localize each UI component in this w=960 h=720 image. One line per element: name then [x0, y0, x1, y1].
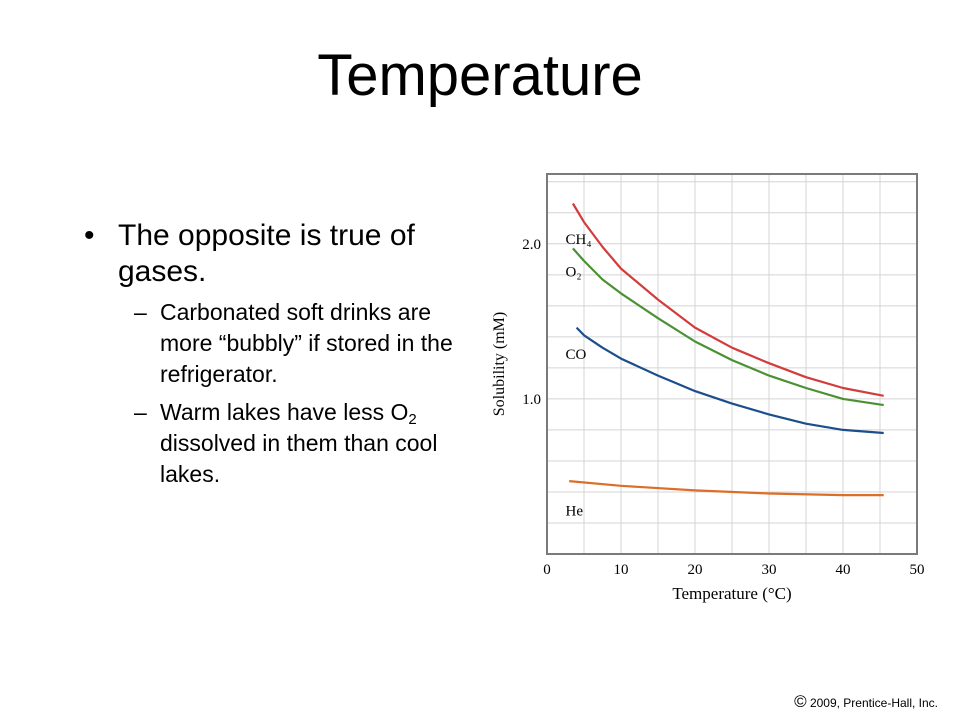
sub-bullet-2-text-before: Warm lakes have less O: [160, 399, 409, 425]
sub-bullet-2-text-after: dissolved in them than cool lakes.: [160, 430, 438, 487]
series-label: He: [566, 504, 584, 520]
plot-frame: [546, 173, 918, 555]
bullet-dot-icon: •: [84, 219, 95, 252]
bullet-list: • The opposite is true of gases. – Carbo…: [84, 218, 464, 490]
y-tick-label: 2.0: [522, 237, 541, 253]
sub-bullet-2-text: Warm lakes have less O2 dissolved in the…: [160, 399, 437, 487]
series-line: [575, 326, 884, 435]
bullet-text: The opposite is true of gases.: [118, 219, 415, 288]
chart-grid: [547, 174, 917, 554]
series-line: [571, 202, 884, 397]
tick-labels: 0 10 20 30 40 50 1.0 2.0: [522, 237, 924, 578]
bullet-item: • The opposite is true of gases.: [84, 218, 464, 290]
solubility-chart: CH₄ O₂ CO He 0 10 20 30 40 50 1.0 2.0 Temperature …: [491, 173, 925, 603]
series-label: CO: [566, 347, 587, 363]
series-label: O₂: [566, 265, 582, 281]
sub-bullet-1-text: Carbonated soft drinks are more “bubbly”…: [160, 299, 453, 387]
x-tick-label: 10: [614, 562, 629, 578]
y-axis-label: Solubility (mM): [491, 312, 508, 416]
y-tick-label: 1.0: [522, 392, 541, 408]
x-tick-label: 0: [543, 562, 551, 578]
sub-bullet-1: – Carbonated soft drinks are more “bubbl…: [84, 297, 464, 390]
x-tick-label: 50: [910, 562, 925, 578]
x-tick-label: 40: [836, 562, 851, 578]
x-tick-label: 30: [762, 562, 777, 578]
copyright-notice: © 2009, Prentice-Hall, Inc.: [794, 692, 938, 712]
series-label: CH₄: [566, 232, 592, 248]
slide-title: Temperature: [317, 43, 643, 108]
copyright-text: 2009, Prentice-Hall, Inc.: [809, 696, 938, 710]
x-axis-label: Temperature (°C): [672, 584, 791, 603]
sub-bullet-2: – Warm lakes have less O2 dissolved in t…: [84, 397, 464, 490]
chart-series: CH₄ O₂ CO He: [566, 202, 884, 520]
sub-bullet-dash-icon: –: [134, 399, 147, 425]
series-line: [569, 480, 884, 497]
copyright-symbol: ©: [794, 692, 807, 711]
sub-bullet-dash-icon: –: [134, 299, 147, 325]
oxygen-subscript: 2: [408, 411, 417, 428]
series-line: [572, 247, 884, 407]
x-tick-label: 20: [688, 562, 703, 578]
